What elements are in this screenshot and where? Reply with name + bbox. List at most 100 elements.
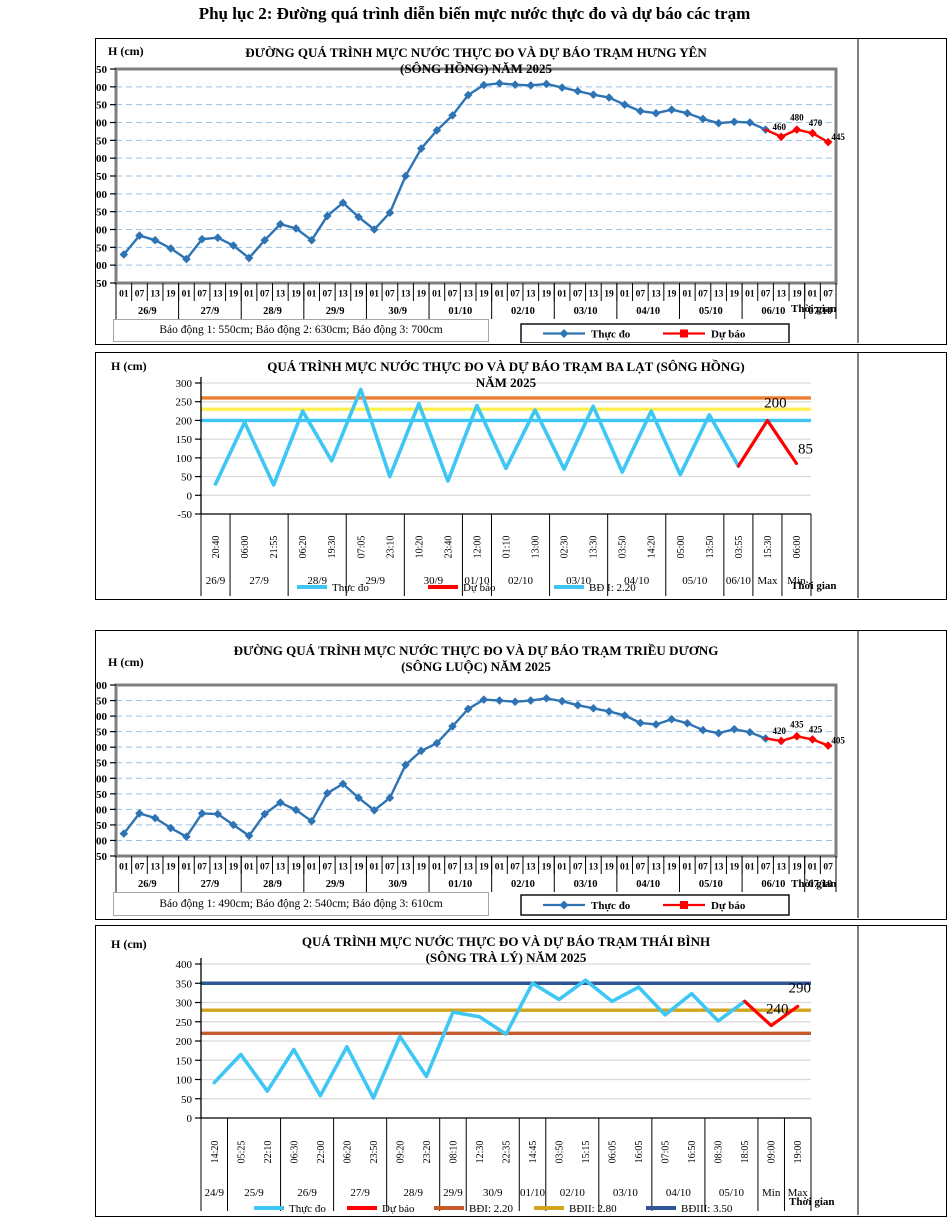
svg-text:01: 01	[808, 290, 818, 300]
svg-text:290: 290	[788, 980, 811, 996]
svg-text:29/9: 29/9	[366, 575, 386, 587]
svg-text:08:30: 08:30	[714, 1141, 725, 1164]
svg-text:07: 07	[323, 863, 333, 873]
svg-text:19:00: 19:00	[793, 1141, 804, 1164]
svg-text:03:50: 03:50	[555, 1141, 566, 1164]
svg-text:250: 250	[176, 397, 193, 409]
svg-text:01: 01	[244, 290, 254, 300]
svg-text:19: 19	[354, 290, 364, 300]
svg-text:460: 460	[772, 122, 786, 132]
svg-text:10:20: 10:20	[414, 536, 425, 559]
svg-text:26/9: 26/9	[138, 306, 157, 317]
svg-text:Dự báo: Dự báo	[711, 329, 746, 341]
svg-text:01: 01	[307, 863, 317, 873]
svg-text:16:50: 16:50	[687, 1141, 698, 1164]
page-title: Phụ lục 2: Đường quá trình diễn biến mực…	[198, 4, 751, 23]
svg-text:350: 350	[96, 758, 108, 770]
svg-text:01: 01	[244, 863, 254, 873]
svg-text:BĐI: 2.20: BĐI: 2.20	[469, 1203, 514, 1215]
svg-text:21:55: 21:55	[269, 536, 280, 559]
svg-text:07: 07	[636, 290, 646, 300]
svg-text:19: 19	[542, 863, 552, 873]
svg-text:01: 01	[557, 863, 567, 873]
svg-text:19: 19	[730, 863, 740, 873]
svg-text:19: 19	[792, 290, 802, 300]
svg-text:05:00: 05:00	[676, 536, 687, 559]
svg-text:600: 600	[96, 680, 108, 692]
svg-text:13: 13	[776, 290, 786, 300]
svg-text:04/10: 04/10	[666, 1187, 692, 1199]
svg-text:07: 07	[573, 863, 583, 873]
x-axis-title: Thời gian	[789, 1196, 835, 1208]
svg-text:07: 07	[573, 290, 583, 300]
svg-text:450: 450	[96, 727, 108, 739]
svg-text:19: 19	[667, 863, 677, 873]
svg-text:23:20: 23:20	[422, 1141, 433, 1164]
svg-text:26/9: 26/9	[206, 575, 226, 587]
svg-text:50: 50	[181, 472, 193, 484]
svg-text:50: 50	[96, 278, 108, 290]
svg-text:24/9: 24/9	[204, 1187, 224, 1199]
svg-text:03/10: 03/10	[574, 306, 598, 317]
svg-text:100: 100	[96, 835, 108, 847]
svg-text:01: 01	[620, 290, 630, 300]
axes	[200, 377, 811, 515]
y-axis-title: H (cm)	[108, 44, 144, 58]
svg-text:08:10: 08:10	[448, 1141, 459, 1164]
svg-text:07: 07	[323, 290, 333, 300]
point-labels: 460 480 470 445	[772, 113, 845, 142]
svg-text:100: 100	[176, 1075, 193, 1087]
svg-text:300: 300	[96, 773, 108, 785]
forecast-series	[743, 999, 800, 1028]
svg-text:07: 07	[448, 290, 458, 300]
svg-text:19: 19	[792, 863, 802, 873]
point-labels: 200 85	[764, 395, 813, 457]
svg-text:06/10: 06/10	[726, 575, 752, 587]
svg-text:06:00: 06:00	[792, 536, 803, 559]
svg-text:19: 19	[354, 863, 364, 873]
svg-text:07: 07	[636, 863, 646, 873]
svg-text:Min: Min	[787, 575, 806, 587]
svg-text:200: 200	[176, 1036, 193, 1048]
svg-text:03:55: 03:55	[734, 536, 745, 559]
svg-text:07/10: 07/10	[808, 306, 832, 317]
svg-text:29/9: 29/9	[326, 879, 345, 890]
legend: Thực đo Dự báo	[520, 323, 790, 343]
svg-text:15:15: 15:15	[581, 1141, 592, 1164]
y-axis-title: H (cm)	[111, 937, 147, 951]
svg-text:30/9: 30/9	[483, 1187, 503, 1199]
svg-text:02:30: 02:30	[560, 536, 571, 559]
svg-text:07: 07	[761, 863, 771, 873]
svg-text:30/9: 30/9	[388, 879, 407, 890]
svg-text:15:30: 15:30	[763, 536, 774, 559]
svg-text:19: 19	[604, 863, 614, 873]
svg-text:200: 200	[96, 804, 108, 816]
svg-text:22:10: 22:10	[263, 1141, 274, 1164]
svg-text:07: 07	[135, 290, 145, 300]
svg-text:13: 13	[401, 290, 411, 300]
svg-text:19: 19	[479, 290, 489, 300]
svg-text:Dự báo: Dự báo	[382, 1203, 415, 1215]
svg-text:13: 13	[714, 290, 724, 300]
chart-canvas-hung-yen: 50 100 150 200 250 300 350 400 450 500 550 600 650 01…	[96, 39, 859, 343]
svg-text:Thực đo: Thực đo	[289, 1203, 326, 1215]
svg-text:16:05: 16:05	[634, 1141, 645, 1164]
svg-text:01: 01	[432, 290, 442, 300]
svg-text:02/10: 02/10	[511, 879, 535, 890]
svg-text:13: 13	[338, 863, 348, 873]
svg-text:13: 13	[714, 863, 724, 873]
svg-text:13: 13	[276, 290, 286, 300]
svg-text:07: 07	[260, 290, 270, 300]
point-labels: 420 435 425 405	[772, 719, 845, 745]
svg-text:13: 13	[463, 863, 473, 873]
svg-text:07: 07	[448, 863, 458, 873]
svg-text:13: 13	[276, 863, 286, 873]
svg-text:550: 550	[96, 696, 108, 708]
svg-text:09:00: 09:00	[767, 1141, 778, 1164]
svg-text:02/10: 02/10	[560, 1187, 586, 1199]
svg-text:13: 13	[776, 863, 786, 873]
svg-text:25/9: 25/9	[244, 1187, 264, 1199]
svg-text:13: 13	[338, 290, 348, 300]
svg-text:07: 07	[698, 863, 708, 873]
svg-text:13: 13	[526, 290, 536, 300]
